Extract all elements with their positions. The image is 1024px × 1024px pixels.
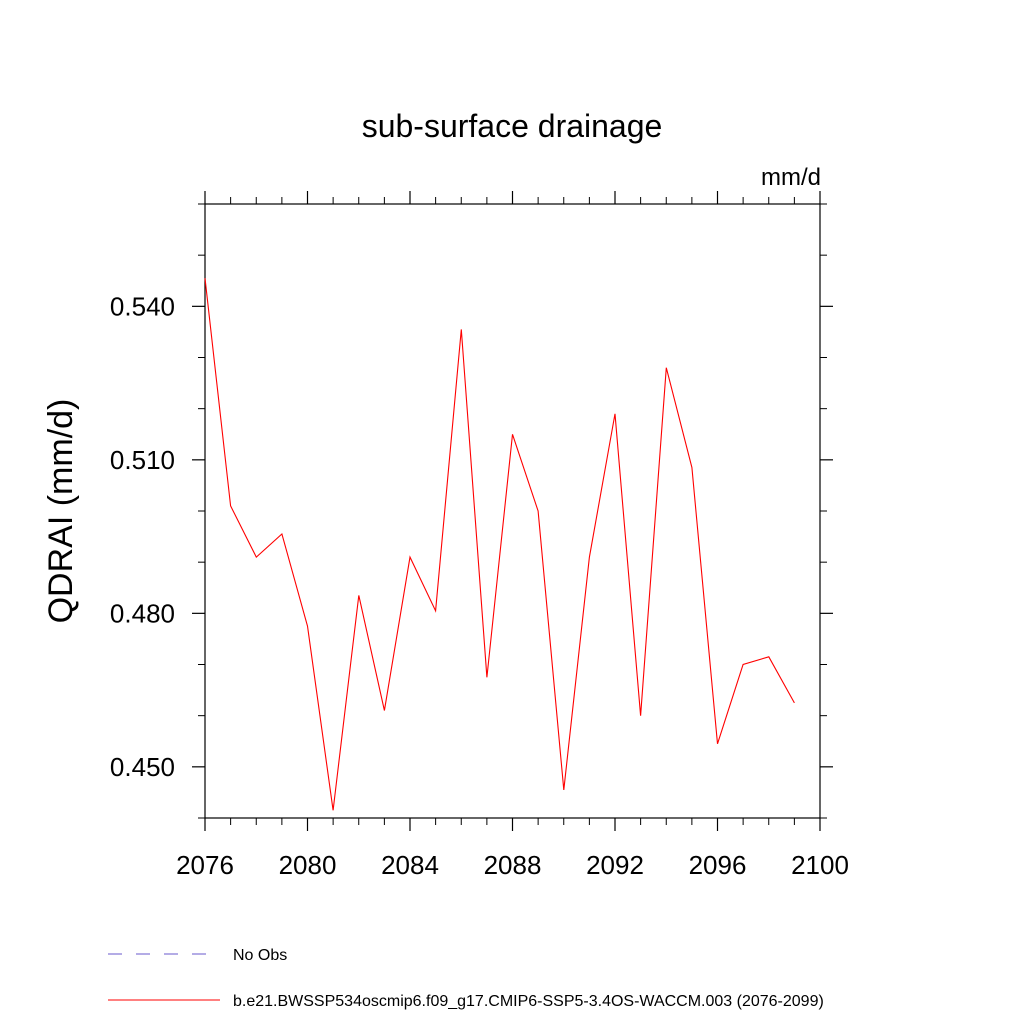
- x-tick-label: 2096: [689, 850, 747, 880]
- x-tick-label: 2092: [586, 850, 644, 880]
- units-label: mm/d: [761, 164, 821, 191]
- x-tick-label: 2084: [381, 850, 439, 880]
- legend-label: No Obs: [233, 947, 287, 964]
- plot-border: [204, 203, 821, 819]
- y-tick-label: 0.480: [110, 598, 175, 628]
- plot-frame: [204, 203, 821, 819]
- x-tick-label: 2088: [484, 850, 542, 880]
- y-axis-label: QDRAI (mm/d): [42, 399, 80, 624]
- legend-label: b.e21.BWSSP534oscmip6.f09_g17.CMIP6-SSP5…: [233, 993, 824, 1010]
- x-tick-label: 2076: [176, 850, 234, 880]
- x-tick-label: 2100: [791, 850, 849, 880]
- legend: No Obs b.e21.BWSSP534oscmip6.f09_g17.CMIP…: [108, 947, 824, 1010]
- y-axis: 0.450 0.480 0.510 0.540: [110, 203, 833, 819]
- series-line: [204, 278, 795, 811]
- series-layer: [204, 278, 795, 811]
- x-axis: 2076 2080 2084 2088 2092 2096 2100: [176, 191, 849, 880]
- y-tick-label: 0.450: [110, 752, 175, 782]
- y-tick-label: 0.540: [110, 291, 175, 321]
- y-tick-label: 0.510: [110, 445, 175, 475]
- chart-title: sub-surface drainage: [362, 108, 663, 144]
- x-tick-label: 2080: [279, 850, 337, 880]
